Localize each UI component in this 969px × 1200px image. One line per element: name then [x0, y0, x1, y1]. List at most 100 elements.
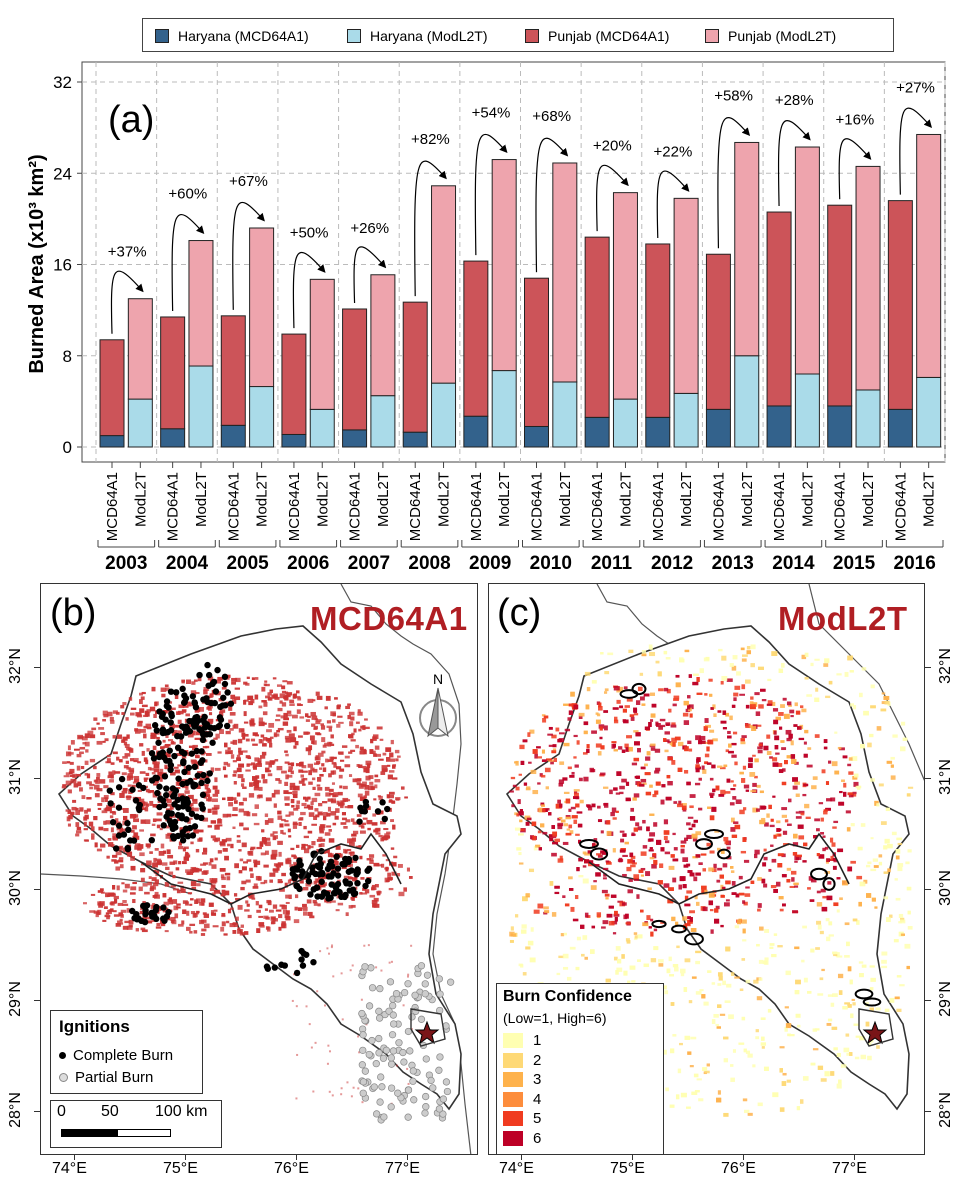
burn-pixel [301, 765, 307, 769]
burn-pixel [109, 779, 114, 783]
confidence-pixel [717, 1090, 721, 1095]
confidence-pixel [568, 888, 574, 891]
complete-burn-point [179, 795, 186, 802]
confidence-pixel [512, 784, 517, 788]
burn-pixel [202, 912, 207, 915]
burn-pixel [283, 717, 289, 721]
bar-punjab-modl2t [673, 197, 699, 394]
burn-pixel [155, 858, 162, 861]
confidence-pixel [655, 767, 661, 772]
burn-pixel [319, 827, 324, 833]
complete-burn-point [227, 700, 235, 707]
latitude-tick [925, 889, 931, 890]
burn-pixel [284, 796, 290, 801]
burn-pixel [304, 797, 309, 802]
confidence-pixel [640, 874, 645, 877]
confidence-pixel [752, 807, 758, 813]
x-tick-label: MCD64A1 [589, 472, 606, 541]
conf-swatch [503, 1091, 523, 1107]
confidence-pixel [699, 989, 704, 992]
complete-burn-point [204, 661, 211, 669]
confidence-pixel [793, 724, 798, 727]
burn-pixel [219, 841, 226, 846]
complete-burn-point [107, 800, 114, 807]
burn-pixel [297, 907, 303, 912]
burn-pixel [137, 761, 142, 764]
confidence-pixel [712, 788, 716, 793]
confidence-pixel [538, 807, 543, 813]
burn-pixel [284, 803, 290, 806]
latitude-tick [925, 778, 931, 779]
burn-pixel [313, 815, 318, 821]
confidence-pixel [684, 1035, 691, 1040]
confidence-pixel [775, 752, 780, 755]
burn-pixel [154, 891, 159, 897]
burn-pixel [132, 881, 137, 885]
confidence-pixel [811, 785, 817, 790]
burn-pixel [214, 777, 218, 783]
confidence-pixel [663, 1049, 667, 1055]
burn-pixel [128, 767, 135, 773]
burn-pixel [351, 904, 356, 908]
partial-burn-point [389, 1047, 398, 1055]
burn-pixel [332, 712, 336, 717]
burn-pixel [291, 854, 296, 858]
burn-pixel [293, 855, 297, 859]
burn-pixel [319, 767, 323, 770]
burn-pixel [232, 760, 237, 763]
burn-pixel [141, 704, 148, 708]
confidence-pixel [809, 899, 815, 902]
burn-pixel [190, 911, 196, 915]
burn-pixel [344, 755, 350, 759]
complete-burn-point [343, 880, 350, 887]
confidence-pixel [600, 745, 605, 750]
confidence-pixel [775, 833, 779, 837]
x-tick-label: ModL2T [678, 472, 695, 527]
confidence-pixel [821, 906, 828, 912]
confidence-pixel [741, 735, 747, 739]
confidence-pixel [557, 824, 563, 830]
burn-pixel [302, 886, 309, 891]
burn-pixel [207, 676, 214, 681]
burn-pixel [177, 719, 182, 724]
burn-pixel [181, 680, 185, 684]
confidence-pixel [845, 810, 851, 814]
burn-pixel [229, 907, 234, 910]
confidence-pixel [573, 704, 579, 710]
confidence-pixel [804, 803, 810, 809]
confidence-pixel [796, 1024, 801, 1028]
complete-burn-point [271, 964, 278, 971]
confidence-pixel [880, 708, 887, 712]
burn-pixel [209, 878, 213, 883]
confidence-pixel [660, 799, 665, 805]
burn-pixel [308, 845, 314, 849]
confidence-pixel [870, 778, 875, 782]
confidence-pixel [720, 924, 724, 928]
confidence-pixel [757, 877, 762, 881]
burn-pixel [348, 876, 352, 879]
bars [99, 133, 942, 448]
burn-pixel [312, 740, 317, 745]
confidence-pixel [694, 895, 698, 900]
burn-pixel [331, 782, 335, 785]
burn-pixel [143, 714, 149, 718]
complete-burn-point [115, 822, 123, 829]
confidence-pixel [639, 783, 645, 787]
burn-pixel [322, 744, 327, 748]
burn-pixel [193, 829, 199, 834]
confidence-pixel [757, 749, 763, 754]
x-tick-label: ModL2T [921, 472, 938, 527]
burn-pixel [87, 730, 94, 736]
burn-pixel [279, 904, 285, 907]
burn-pixel [61, 786, 67, 789]
burn-pixel [171, 731, 177, 736]
confidence-pixel [711, 868, 717, 873]
burn-pixel [295, 1097, 298, 1100]
burn-pixel [407, 1082, 410, 1085]
ignition-outline [695, 838, 713, 850]
confidence-pixel [773, 889, 778, 893]
confidence-pixel [763, 856, 768, 861]
y-axis-label: Burned Area (x10³ km²) [26, 154, 48, 373]
burn-pixel [238, 747, 242, 753]
burn-pixel [238, 808, 245, 813]
